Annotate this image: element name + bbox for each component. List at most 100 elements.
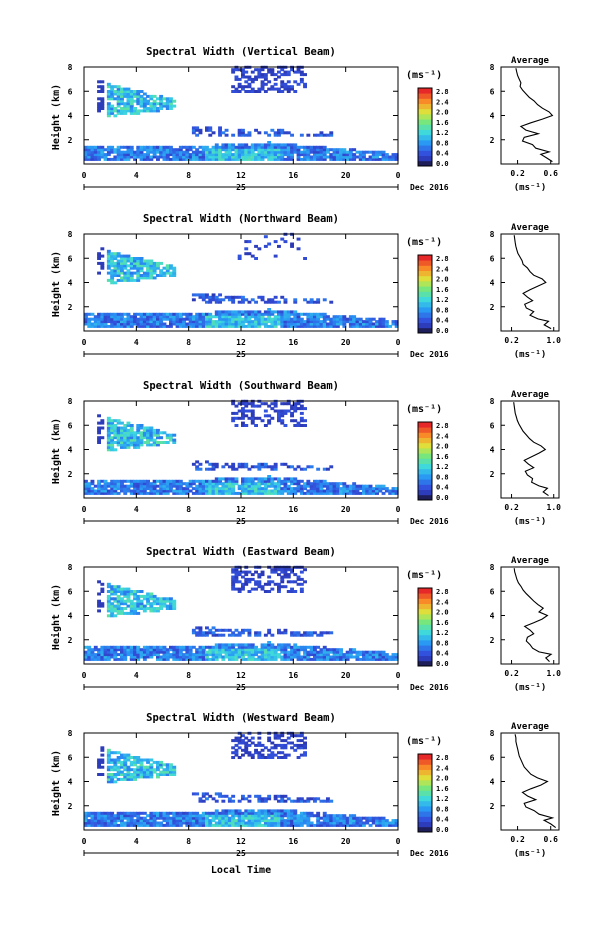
heatmap-cell: [257, 317, 262, 321]
heatmap-cell: [299, 819, 304, 823]
heatmap-cell: [234, 320, 239, 324]
heatmap-cell: [165, 823, 170, 827]
heatmap-cell: [116, 148, 121, 152]
heatmap-cell: [208, 819, 213, 823]
heatmap-cell: [267, 148, 272, 152]
heatmap-cell: [365, 819, 370, 823]
heatmap-cell: [133, 264, 137, 268]
heatmap-cell: [120, 428, 124, 432]
heatmap-cell: [169, 324, 173, 328]
heatmap-cell: [93, 150, 98, 154]
heatmap-cell: [293, 590, 298, 593]
heatmap-cell: [123, 648, 128, 652]
heatmap-cell: [286, 465, 291, 469]
heatmap-cell: [129, 489, 134, 493]
heatmap-cell: [93, 823, 98, 827]
heatmap-cell: [378, 657, 383, 661]
heatmap-cell: [244, 240, 249, 244]
heatmap-cell: [286, 317, 291, 321]
heatmap-cell: [133, 645, 137, 649]
heatmap-cell: [221, 143, 226, 147]
heatmap-cell: [113, 655, 118, 659]
heatmap-cell: [348, 317, 353, 321]
heatmap-cell: [146, 775, 150, 779]
heatmap-cell: [326, 484, 330, 488]
heatmap-cell: [260, 645, 265, 649]
heatmap-cell: [254, 310, 258, 314]
heatmap-cell: [218, 794, 222, 798]
heatmap-cell: [172, 819, 177, 823]
heatmap-cell: [142, 816, 147, 820]
heatmap-cell: [149, 312, 154, 316]
heatmap-cell: [241, 143, 245, 147]
heatmap-cell: [110, 324, 115, 328]
heatmap-cell: [172, 657, 177, 661]
heatmap-cell: [182, 317, 186, 321]
heatmap-cell: [244, 157, 249, 161]
heatmap-cell: [296, 157, 301, 161]
heatmap-cell: [237, 68, 242, 72]
heatmap-cell: [100, 653, 105, 657]
heatmap-cell: [244, 816, 249, 820]
heatmap-cell: [299, 814, 304, 818]
heatmap-cell: [214, 821, 219, 825]
colorbar-swatch: [418, 437, 432, 444]
colorbar-swatch: [418, 458, 432, 464]
heatmap-cell: [169, 821, 173, 825]
heatmap-cell: [165, 479, 170, 483]
heatmap-cell: [185, 819, 190, 823]
heatmap-cell: [159, 102, 164, 106]
heatmap-cell: [283, 82, 288, 86]
heatmap-cell: [218, 487, 222, 491]
heatmap-cell: [342, 489, 347, 493]
heatmap-cell: [214, 645, 219, 649]
heatmap-cell: [257, 310, 262, 314]
heatmap-cell: [218, 153, 222, 157]
heatmap-cell: [306, 153, 311, 157]
heatmap-cell: [110, 816, 115, 820]
heatmap-cell: [84, 317, 88, 321]
heatmap-cell: [286, 736, 291, 740]
heatmap-cell: [169, 607, 173, 610]
heatmap-cell: [205, 460, 209, 464]
heatmap-cell: [129, 315, 134, 319]
heatmap-cell: [260, 153, 265, 157]
heatmap-cell: [146, 150, 150, 154]
heatmap-cell: [123, 768, 128, 772]
heatmap-cell: [309, 633, 314, 637]
heatmap-cell: [165, 324, 170, 328]
heatmap-cell: [290, 633, 294, 637]
heatmap-cell: [342, 148, 347, 152]
heatmap-cell: [299, 821, 304, 825]
heatmap-cell: [106, 597, 111, 601]
heatmap-cell: [339, 657, 343, 661]
heatmap-cell: [123, 87, 128, 91]
heatmap-cell: [283, 643, 288, 647]
heatmap-cell: [123, 431, 128, 435]
heatmap-cell: [290, 653, 294, 657]
heatmap-cell: [97, 421, 101, 425]
heatmap-cell: [169, 148, 173, 152]
heatmap-cell: [126, 650, 131, 654]
heatmap-cell: [227, 643, 232, 647]
heatmap-cell: [267, 641, 272, 644]
heatmap-cell: [93, 657, 98, 661]
heatmap-cell: [286, 487, 291, 491]
heatmap-cell: [126, 87, 131, 91]
heatmap-cell: [286, 484, 291, 488]
heatmap-cell: [224, 814, 229, 818]
heatmap-cell: [120, 823, 124, 827]
heatmap-cell: [126, 775, 131, 779]
heatmap-cell: [368, 150, 373, 154]
heatmap-cell: [165, 821, 170, 825]
average-y-tick-label: 6: [490, 753, 495, 762]
heatmap-cell: [358, 816, 363, 820]
heatmap-cell: [129, 816, 134, 820]
colorbar-frame: [417, 753, 433, 833]
heatmap-cell: [244, 746, 249, 750]
heatmap-cell: [227, 324, 232, 328]
heatmap-cell: [224, 655, 229, 659]
heatmap-cell: [286, 645, 291, 649]
heatmap-cell: [326, 467, 330, 471]
heatmap-cell: [371, 821, 376, 825]
